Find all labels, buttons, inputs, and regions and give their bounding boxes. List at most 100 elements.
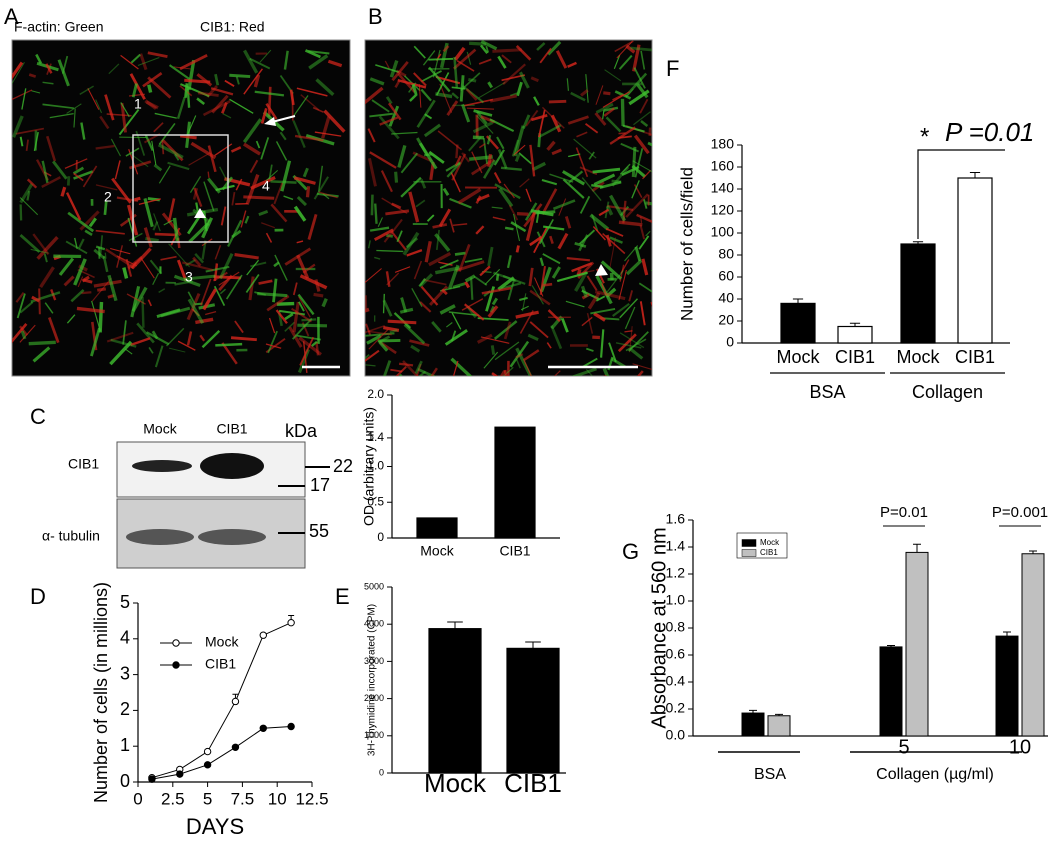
filament <box>546 342 552 349</box>
filament <box>259 49 272 63</box>
filament <box>167 161 190 171</box>
filament <box>397 145 407 168</box>
filament <box>600 329 605 358</box>
filament <box>302 167 309 178</box>
filament <box>411 288 423 308</box>
filament <box>106 331 134 343</box>
filament <box>168 64 190 80</box>
filament <box>567 61 577 68</box>
filament <box>318 191 338 199</box>
filament <box>621 165 640 176</box>
filament <box>435 229 440 251</box>
bar <box>780 302 816 344</box>
filament <box>234 320 244 334</box>
filament <box>221 342 238 365</box>
filament <box>482 159 496 179</box>
y-tick-label: 120 <box>711 202 735 218</box>
filament <box>172 217 180 242</box>
data-point <box>176 770 184 778</box>
filament <box>542 253 561 265</box>
filament <box>15 292 25 303</box>
filament <box>497 149 508 169</box>
filament <box>581 316 593 327</box>
filament <box>614 40 634 53</box>
filament <box>435 92 453 99</box>
filament <box>473 109 493 117</box>
y-tick-label: 0 <box>726 334 734 350</box>
filament <box>605 234 612 247</box>
x-tick-label: 10 <box>268 789 287 808</box>
filament <box>391 61 409 82</box>
filament <box>258 209 269 217</box>
filament <box>519 178 530 188</box>
filament <box>476 115 494 134</box>
filament <box>46 135 57 162</box>
filament <box>127 255 143 270</box>
filament <box>549 235 554 244</box>
filament <box>321 298 328 308</box>
filament <box>489 94 517 103</box>
filament <box>32 346 51 363</box>
filament <box>12 89 33 101</box>
filament <box>57 59 70 87</box>
x-tick-label: Mock <box>420 543 454 559</box>
filament <box>231 191 236 206</box>
filament <box>423 278 447 286</box>
filament <box>612 302 630 317</box>
filament <box>602 110 605 120</box>
significance-bracket <box>917 149 1005 239</box>
filament <box>385 271 391 288</box>
x-tick-label: CIB1 <box>499 543 530 559</box>
filament <box>494 341 520 361</box>
filament <box>420 285 439 306</box>
filament <box>566 78 570 91</box>
filament <box>245 273 260 294</box>
filament <box>402 360 419 376</box>
filament <box>619 332 645 349</box>
filament <box>447 264 460 290</box>
filament <box>235 76 240 85</box>
filament <box>620 142 640 153</box>
filament <box>426 214 435 222</box>
bar <box>837 325 873 344</box>
filament <box>280 160 292 192</box>
stain-label: CIB1: Red <box>200 19 265 35</box>
filament <box>143 227 153 248</box>
filament <box>600 260 623 280</box>
filament <box>487 81 493 89</box>
filament <box>609 237 617 268</box>
filament <box>205 311 217 316</box>
filament <box>292 282 298 296</box>
bar <box>905 551 929 737</box>
filament <box>456 60 475 72</box>
row-label: CIB1 <box>68 456 99 472</box>
filament <box>176 259 188 282</box>
y-tick-label: 1.0 <box>367 459 384 473</box>
region-label: 1 <box>134 96 142 112</box>
filament <box>482 138 488 165</box>
error-bar <box>447 621 463 629</box>
y-tick-label: 40 <box>718 290 734 306</box>
bar <box>494 426 536 539</box>
filament <box>515 347 532 376</box>
filament <box>497 276 515 291</box>
filament <box>302 263 316 274</box>
group-label: Collagen <box>912 382 983 402</box>
filament <box>593 312 606 322</box>
filament <box>529 144 536 177</box>
filament <box>475 225 485 235</box>
filament <box>199 334 206 342</box>
filament <box>618 54 633 70</box>
filament <box>580 285 588 298</box>
filament <box>388 105 400 127</box>
filament <box>643 199 648 209</box>
filament <box>222 113 232 119</box>
filament <box>138 198 161 206</box>
filament <box>278 309 305 316</box>
filament <box>452 223 468 227</box>
filament <box>441 288 448 296</box>
filament <box>533 96 540 106</box>
filament <box>487 153 493 167</box>
filament <box>461 103 471 123</box>
x-axis-label: DAYS <box>186 814 244 839</box>
